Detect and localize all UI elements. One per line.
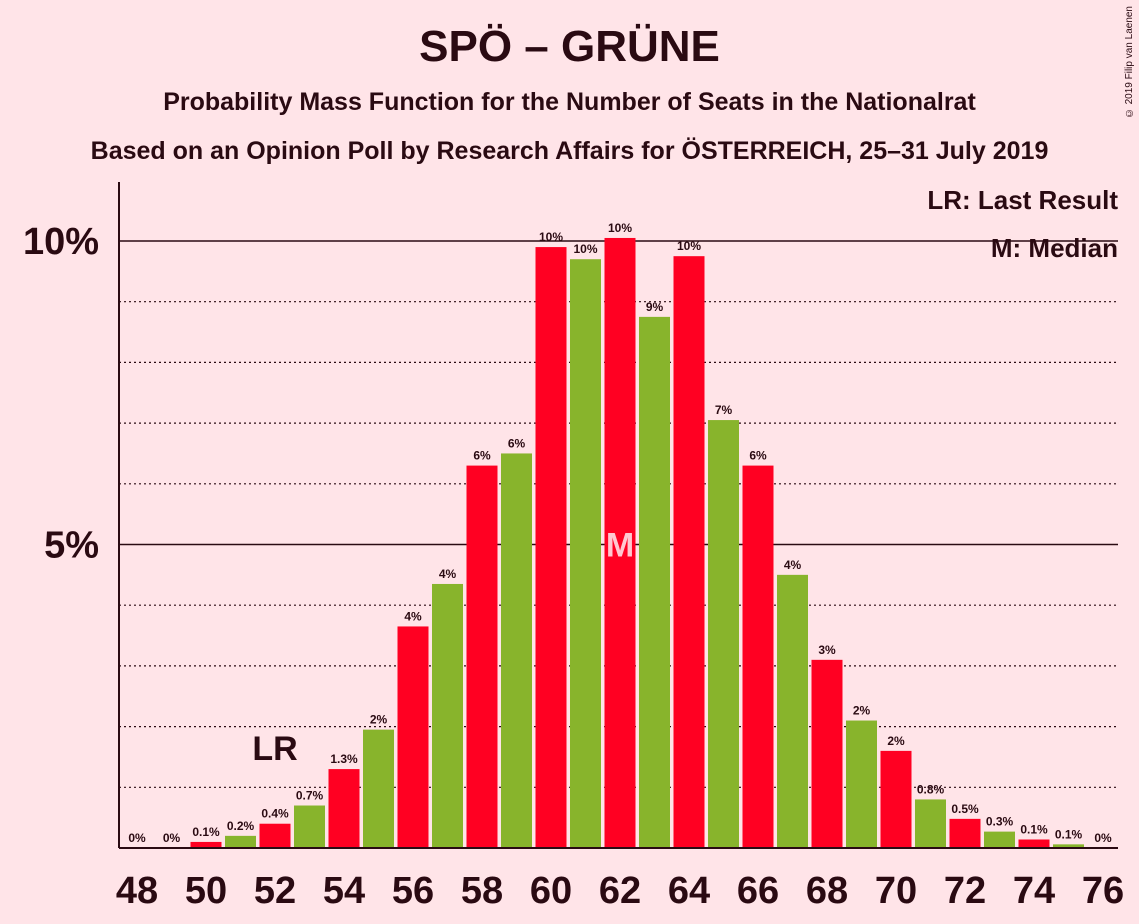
data-label: 0.4% [261, 807, 289, 821]
chart-subtitle-1: Probability Mass Function for the Number… [163, 88, 976, 116]
bar-seat-55 [363, 729, 394, 848]
data-label: 9% [646, 300, 664, 314]
data-label: 6% [473, 449, 491, 463]
bar-seat-56 [397, 626, 429, 848]
x-tick-label: 56 [392, 870, 434, 912]
bar-seat-60 [535, 247, 567, 848]
bar-seat-63 [639, 316, 670, 848]
x-tick-label: 48 [116, 870, 158, 912]
bar-seat-50 [190, 841, 222, 848]
data-label: 0% [1094, 831, 1112, 845]
bar-seat-67 [777, 574, 808, 848]
legend-last-result: LR: Last Result [927, 185, 1118, 215]
median-marker: M [606, 527, 634, 565]
x-tick-label: 54 [323, 870, 365, 912]
x-tick-label: 60 [530, 870, 572, 912]
bar-seat-69 [846, 720, 877, 848]
data-labels-group: 0% 0% 0.1% 0.2% 0.4% 0.7% 1.3% 2% 4% 4% 6% 6% 10% 10%… [128, 221, 1112, 845]
bar-seat-68 [811, 659, 843, 848]
data-label: 4% [404, 609, 422, 623]
x-tick-label: 74 [1013, 870, 1055, 912]
y-tick-label: 5% [44, 525, 99, 567]
data-label: 4% [784, 558, 802, 572]
bar-seat-62 [604, 237, 636, 849]
data-label: 0.2% [227, 819, 255, 833]
data-label: 6% [749, 449, 767, 463]
bar-seat-57 [432, 583, 463, 848]
last-result-marker: LR [252, 730, 297, 768]
x-tick-label: 50 [185, 870, 227, 912]
x-tick-label: 58 [461, 870, 503, 912]
x-tick-label: 64 [668, 870, 710, 912]
bar-seat-64 [673, 256, 705, 848]
legend-median: M: Median [991, 233, 1118, 263]
bar-seat-70 [880, 750, 912, 848]
x-tick-label: 68 [806, 870, 848, 912]
data-label: 4% [439, 567, 457, 581]
data-label: 2% [370, 713, 388, 727]
x-tick-label: 76 [1082, 870, 1124, 912]
data-label: 10% [608, 221, 632, 235]
bar-seat-66 [742, 465, 774, 848]
bar-seat-74 [1018, 839, 1050, 848]
data-label: 0.1% [1055, 827, 1083, 841]
data-label: 6% [508, 436, 526, 450]
axes-group: 5% 10% 48 50 52 54 56 58 60 62 64 66 68 70 72 74 76 [23, 182, 1124, 912]
data-label: 0.7% [296, 789, 324, 803]
data-label: 7% [715, 403, 733, 417]
data-label: 0.1% [192, 825, 220, 839]
data-label: 0.5% [951, 802, 979, 816]
y-tick-label: 10% [23, 221, 99, 263]
x-tick-label: 52 [254, 870, 296, 912]
bar-seat-51 [225, 835, 256, 848]
data-label: 1.3% [330, 752, 358, 766]
bar-seat-73 [984, 831, 1015, 848]
bar-seat-61 [570, 259, 601, 849]
data-label: 0% [163, 831, 181, 845]
chart-subtitle-2: Based on an Opinion Poll by Research Aff… [90, 137, 1049, 165]
data-label: 10% [539, 230, 563, 244]
chart-title: SPÖ – GRÜNE [419, 22, 720, 71]
bar-seat-58 [466, 465, 498, 848]
data-label: 0.8% [917, 782, 945, 796]
bar-seat-75 [1053, 844, 1084, 848]
data-label: 0.1% [1020, 823, 1048, 837]
bars-group [190, 237, 1084, 849]
data-label: 2% [887, 734, 905, 748]
bar-seat-59 [501, 453, 532, 848]
data-label: 3% [818, 643, 836, 657]
x-tick-label: 66 [737, 870, 779, 912]
bar-seat-72 [949, 818, 981, 848]
data-label: 0% [128, 831, 146, 845]
x-tick-label: 70 [875, 870, 917, 912]
x-tick-label: 62 [599, 870, 641, 912]
bar-seat-71 [915, 799, 946, 848]
x-tick-label: 72 [944, 870, 986, 912]
bar-seat-65 [708, 420, 739, 848]
bar-seat-54 [328, 769, 360, 848]
data-label: 0.3% [986, 815, 1014, 829]
data-label: 2% [853, 704, 871, 718]
data-label: 10% [573, 242, 597, 256]
data-label: 10% [677, 239, 701, 253]
bar-seat-53 [294, 805, 325, 848]
bar-seat-52 [259, 823, 291, 848]
